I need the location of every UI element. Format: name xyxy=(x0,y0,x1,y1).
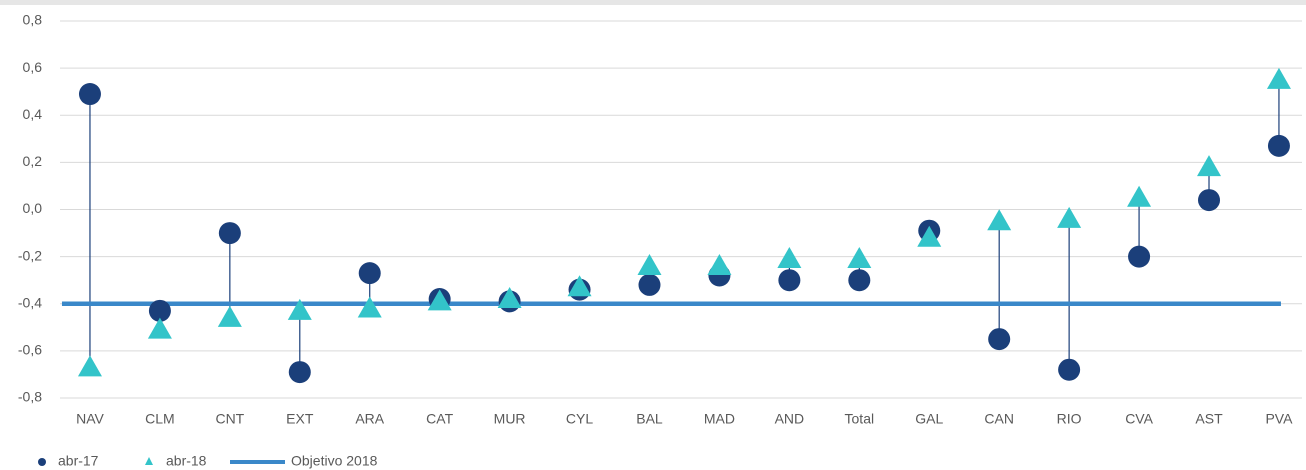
triangle xyxy=(287,298,312,320)
x-tick-label: GAL xyxy=(915,411,943,427)
x-tick-label: MUR xyxy=(494,411,526,427)
legend-label: abr-17 xyxy=(58,453,99,469)
x-tick-label: EXT xyxy=(286,411,314,427)
y-tick-label: 0,4 xyxy=(23,106,43,122)
y-tick-label: 0,6 xyxy=(23,59,43,75)
x-tick-label: AND xyxy=(775,411,805,427)
triangle xyxy=(77,355,102,377)
x-tick-label: BAL xyxy=(636,411,663,427)
y-tick-label: 0,2 xyxy=(23,153,43,169)
triangle xyxy=(917,225,942,247)
x-tick-label: MAD xyxy=(704,411,735,427)
dot xyxy=(638,273,661,296)
x-tick-label: CNT xyxy=(215,411,244,427)
dot xyxy=(848,269,871,292)
triangle xyxy=(637,254,662,276)
dot xyxy=(778,269,801,292)
triangle xyxy=(1266,67,1291,89)
dot xyxy=(988,328,1011,351)
x-tick-label: ARA xyxy=(355,411,384,427)
y-tick-label: -0,6 xyxy=(18,342,42,358)
x-tick-label: CAN xyxy=(984,411,1014,427)
y-tick-label: -0,4 xyxy=(18,294,42,310)
triangle xyxy=(707,254,732,276)
dot xyxy=(1198,189,1221,212)
dot xyxy=(1267,134,1290,157)
triangle xyxy=(777,246,802,268)
dot xyxy=(78,83,101,106)
dot xyxy=(1058,358,1081,381)
y-tick-label: -0,2 xyxy=(18,247,42,263)
triangle xyxy=(217,305,242,327)
dot xyxy=(1128,245,1151,268)
dot xyxy=(148,299,171,322)
triangle xyxy=(357,296,382,318)
legend-label: Objetivo 2018 xyxy=(291,453,378,469)
x-tick-label: CAT xyxy=(426,411,453,427)
triangle xyxy=(427,289,452,311)
legend-label: abr-18 xyxy=(166,453,207,469)
triangle xyxy=(147,317,172,339)
x-tick-label: AST xyxy=(1195,411,1223,427)
y-tick-label: 0,8 xyxy=(23,12,43,28)
x-tick-label: NAV xyxy=(76,411,104,427)
x-tick-label: RIO xyxy=(1057,411,1082,427)
triangle xyxy=(1197,155,1222,177)
x-tick-label: Total xyxy=(845,411,875,427)
x-tick-label: PVA xyxy=(1265,411,1293,427)
triangle xyxy=(497,287,522,309)
dot xyxy=(288,361,311,384)
y-tick-label: -0,8 xyxy=(18,389,42,405)
top-band xyxy=(0,0,1306,5)
y-tick-label: 0,0 xyxy=(23,200,43,216)
triangle xyxy=(567,275,592,297)
legend-marker xyxy=(38,458,46,466)
dot xyxy=(358,262,381,285)
x-tick-label: CLM xyxy=(145,411,175,427)
triangle xyxy=(987,209,1012,231)
legend-marker xyxy=(145,457,153,465)
x-tick-label: CVA xyxy=(1125,411,1153,427)
triangle xyxy=(847,246,872,268)
dot xyxy=(218,222,241,245)
triangle xyxy=(1057,206,1082,228)
triangle xyxy=(1127,185,1152,207)
x-tick-label: CYL xyxy=(566,411,593,427)
